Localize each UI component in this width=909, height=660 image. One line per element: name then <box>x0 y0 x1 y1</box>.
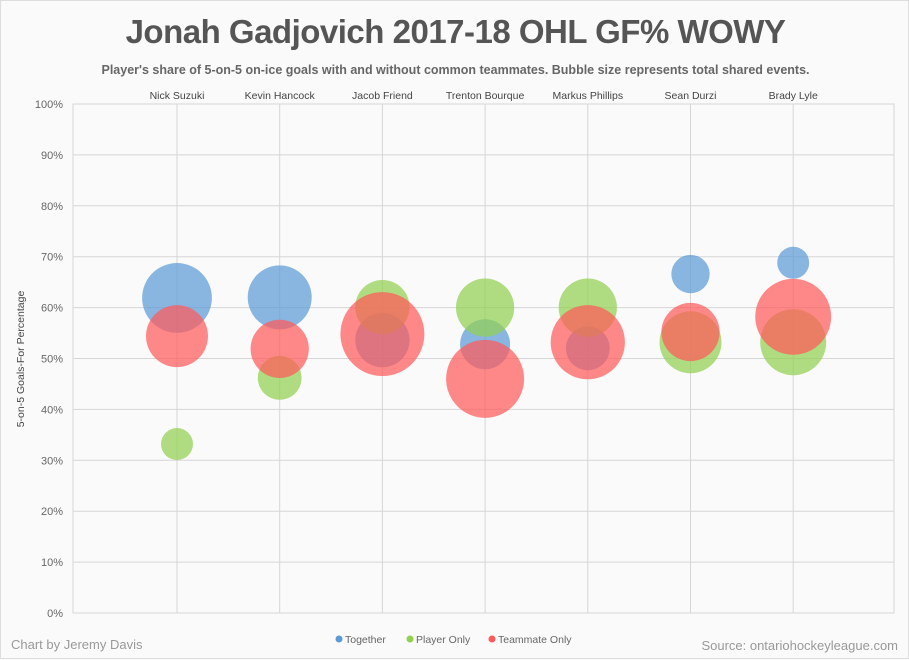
bubble-teammate-only <box>250 319 309 378</box>
bubble-teammate-only <box>340 292 425 377</box>
category-label: Jacob Friend <box>352 90 413 102</box>
legend-marker <box>406 635 414 643</box>
y-tick-label: 30% <box>41 455 63 467</box>
y-tick-label: 90% <box>41 150 63 162</box>
category-label: Sean Durzi <box>665 90 717 102</box>
chart-title: Jonah Gadjovich 2017-18 OHL GF% WOWY <box>125 13 786 50</box>
bubble-teammate-only <box>146 305 208 368</box>
y-tick-label: 10% <box>41 557 63 569</box>
y-tick-label: 50% <box>41 354 63 366</box>
legend-label: Together <box>345 634 386 646</box>
bubble-together <box>671 254 710 294</box>
bubble-together <box>247 265 312 330</box>
bubble-teammate-only <box>661 302 720 362</box>
y-axis-label: 5-on-5 Goals-For Percentage <box>15 291 27 428</box>
category-label: Trenton Bourque <box>446 90 525 102</box>
y-tick-label: 20% <box>41 506 63 518</box>
category-label: Brady Lyle <box>769 90 818 102</box>
bubble-together <box>777 246 810 279</box>
bubble-player-only <box>161 428 193 461</box>
legend-label: Teammate Only <box>498 634 572 646</box>
legend-marker <box>335 635 343 643</box>
bubble-teammate-only <box>550 305 625 380</box>
y-tick-label: 0% <box>47 608 63 620</box>
bubble-player-only <box>455 278 515 337</box>
y-tick-label: 80% <box>41 201 63 213</box>
chart-credit: Chart by Jeremy Davis <box>11 637 143 652</box>
y-tick-label: 70% <box>41 252 63 264</box>
y-tick-label: 60% <box>41 303 63 315</box>
bubble-teammate-only <box>755 278 832 355</box>
chart-subtitle: Player's share of 5-on-5 on-ice goals wi… <box>101 63 810 77</box>
y-tick-label: 40% <box>41 404 63 416</box>
category-label: Nick Suzuki <box>150 90 205 102</box>
category-label: Markus Phillips <box>552 90 623 102</box>
chart-source: Source: ontariohockeyleague.com <box>701 638 898 653</box>
legend-marker <box>488 635 496 643</box>
legend-label: Player Only <box>416 634 471 646</box>
category-label: Kevin Hancock <box>245 90 316 102</box>
y-tick-label: 100% <box>35 99 63 111</box>
bubble-teammate-only <box>446 339 525 418</box>
